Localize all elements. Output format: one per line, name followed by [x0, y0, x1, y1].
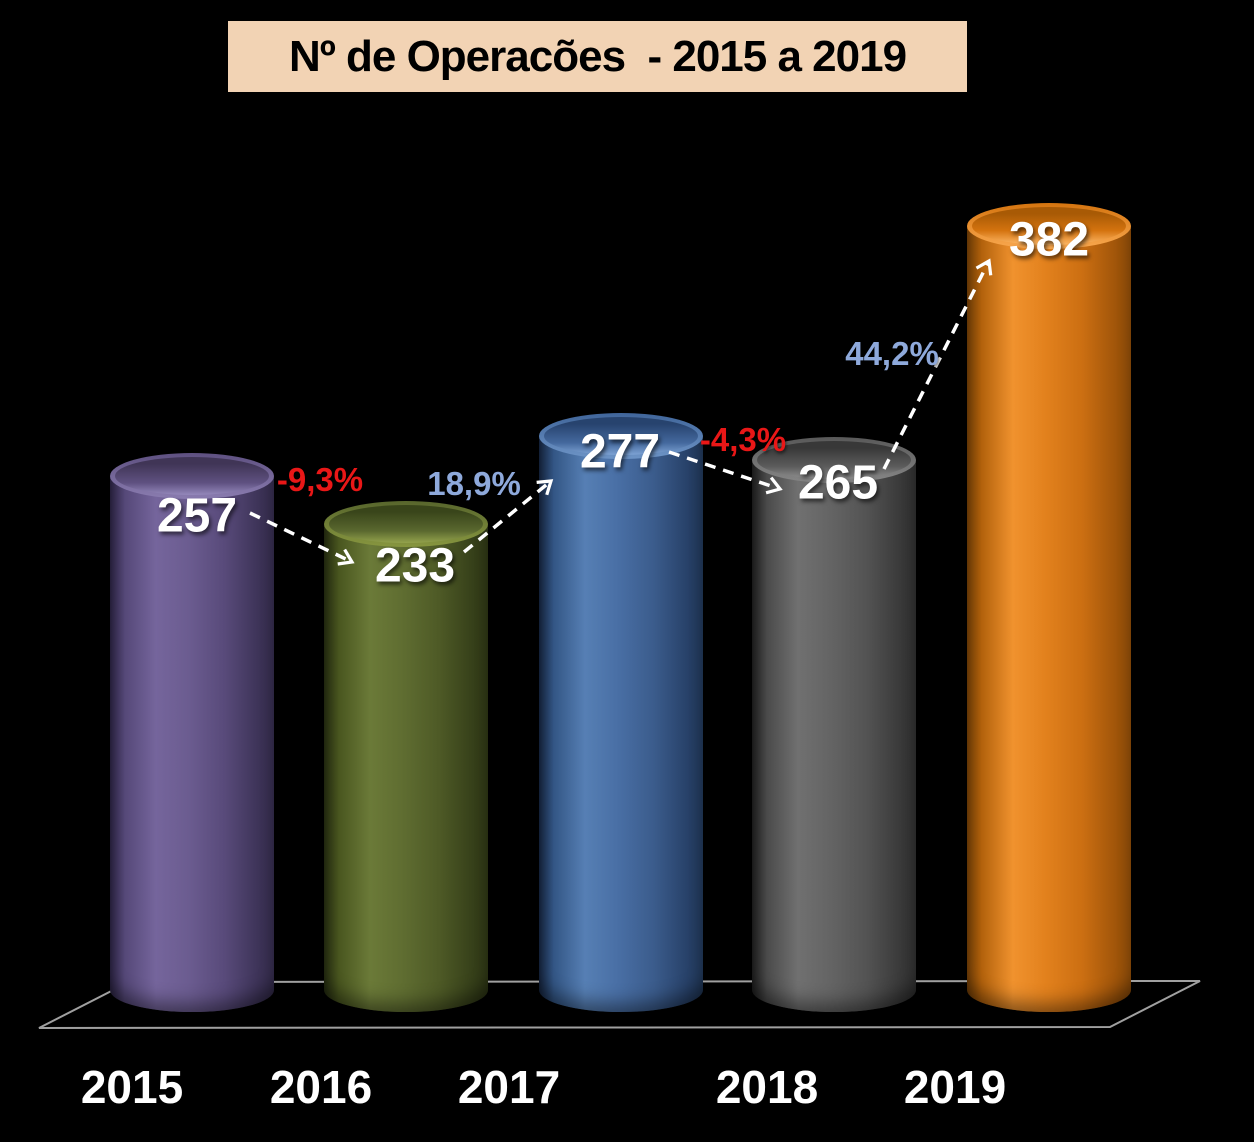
- value-label-2016: 233: [374, 539, 456, 593]
- axis-label-2018: 2018: [715, 1061, 819, 1113]
- chart-title: Nº de Operacões - 2015 a 2019: [228, 21, 967, 92]
- bar-2016: [324, 501, 488, 1012]
- axis-label-2019: 2019: [903, 1061, 1007, 1113]
- bar-2019-body: [967, 226, 1131, 1012]
- value-label-2019: 382: [1008, 213, 1090, 267]
- pct-change-2017-2018: -4,3%: [699, 421, 787, 458]
- axis-label-2017: 2017: [457, 1061, 561, 1113]
- value-label-2018: 265: [797, 456, 879, 510]
- bar-2015-body: [110, 476, 274, 1012]
- bar-2015-top-face: [110, 453, 274, 499]
- bar-2019-top-face: [967, 203, 1131, 249]
- axis-label-2015: 2015: [80, 1061, 184, 1113]
- bar-2016-body: [324, 524, 488, 1012]
- value-label-2015: 257: [156, 489, 238, 543]
- pct-change-2015-2016: -9,3%: [276, 461, 364, 498]
- bar-2017-body: [539, 436, 703, 1012]
- value-label-2017: 277: [579, 425, 661, 479]
- bar-2016-top-face: [324, 501, 488, 547]
- pct-change-2018-2019: 44,2%: [845, 335, 939, 372]
- axis-label-2016: 2016: [269, 1061, 373, 1113]
- bar-2019: [967, 203, 1131, 1012]
- bar-2017: [539, 413, 703, 1012]
- pct-change-2016-2017: 18,9%: [427, 465, 521, 502]
- bar-2015: [110, 453, 274, 1012]
- bar-2018: [752, 437, 916, 1012]
- bar-2018-body: [752, 460, 916, 1012]
